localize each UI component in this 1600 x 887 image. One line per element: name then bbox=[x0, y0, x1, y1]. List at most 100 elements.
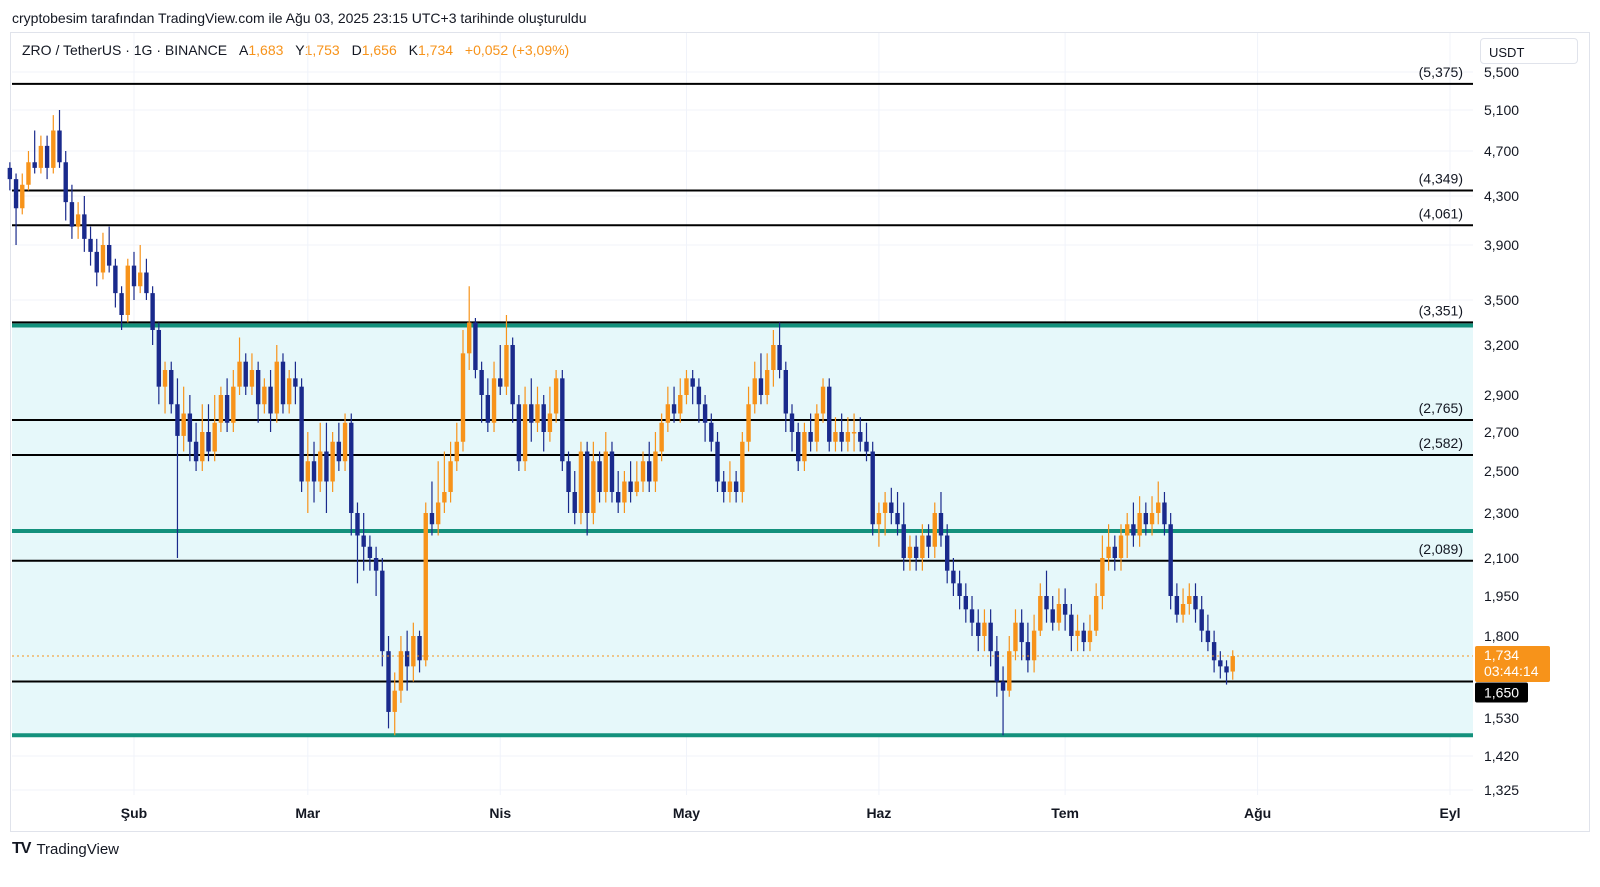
candle bbox=[758, 353, 764, 405]
candle bbox=[1044, 570, 1049, 623]
candle bbox=[330, 432, 335, 492]
candle bbox=[7, 162, 13, 191]
candle-body bbox=[566, 461, 571, 492]
candle bbox=[640, 451, 646, 492]
candle-body bbox=[386, 651, 391, 712]
y-tick-label: 5,500 bbox=[1484, 64, 1519, 80]
candle-body bbox=[597, 461, 602, 492]
candle bbox=[63, 151, 68, 221]
candle-body bbox=[529, 404, 534, 423]
candle-body bbox=[796, 432, 801, 462]
y-tick-label: 5,100 bbox=[1484, 102, 1519, 118]
candle bbox=[125, 258, 130, 323]
y-tick-label: 2,700 bbox=[1484, 424, 1519, 440]
candle bbox=[1199, 596, 1204, 643]
candle bbox=[1019, 609, 1024, 661]
candle bbox=[628, 461, 633, 503]
candle bbox=[1025, 622, 1031, 673]
candle-body bbox=[1187, 596, 1192, 604]
candle-body bbox=[224, 395, 230, 423]
candle bbox=[870, 441, 875, 536]
candle bbox=[535, 386, 540, 432]
candle-body bbox=[125, 265, 130, 315]
high-value: 1,753 bbox=[304, 42, 340, 58]
candle bbox=[212, 395, 217, 462]
candle bbox=[951, 558, 956, 596]
candle-body bbox=[764, 370, 770, 395]
candle-body bbox=[442, 492, 447, 503]
level-label: (2,765) bbox=[1419, 400, 1463, 416]
candle bbox=[448, 441, 453, 503]
candles-group bbox=[7, 110, 1235, 736]
candle-body bbox=[380, 570, 385, 652]
candle bbox=[1013, 609, 1018, 661]
x-tick-label: Eyl bbox=[1439, 805, 1460, 821]
candle bbox=[349, 413, 354, 536]
candle bbox=[473, 318, 478, 379]
candle-body bbox=[851, 432, 857, 434]
candle-body bbox=[1143, 513, 1149, 525]
candle-body bbox=[200, 432, 205, 462]
candle bbox=[808, 413, 813, 452]
candle bbox=[1062, 588, 1068, 631]
candle-body bbox=[1112, 546, 1117, 558]
candle-body bbox=[336, 441, 342, 462]
candle bbox=[435, 461, 441, 536]
candle bbox=[516, 395, 522, 471]
high-label: Y bbox=[295, 42, 305, 58]
candle bbox=[715, 432, 720, 492]
close-value: 1,734 bbox=[417, 42, 454, 58]
candle bbox=[553, 370, 559, 423]
candle bbox=[678, 378, 683, 423]
candle-body bbox=[876, 513, 882, 525]
tradingview-brand[interactable]: TV TradingView bbox=[12, 840, 119, 858]
candle bbox=[417, 630, 422, 673]
candle bbox=[274, 345, 279, 423]
candle-body bbox=[932, 513, 937, 547]
candle-body bbox=[57, 130, 62, 163]
candle-body bbox=[82, 214, 87, 239]
candle bbox=[702, 395, 708, 442]
candle-body bbox=[32, 162, 37, 168]
candle-body bbox=[175, 404, 180, 436]
candle-body bbox=[994, 651, 1000, 682]
candle bbox=[485, 378, 491, 432]
candle-body bbox=[771, 345, 776, 370]
candle bbox=[622, 471, 627, 513]
low-value: 1,656 bbox=[361, 42, 397, 58]
y-tick-label: 2,900 bbox=[1484, 387, 1519, 403]
y-tick-label: 3,500 bbox=[1484, 292, 1519, 308]
candle bbox=[491, 361, 497, 432]
symbol-label[interactable]: ZRO / TetherUS · 1G · BINANCE bbox=[22, 42, 228, 58]
candle-body bbox=[609, 451, 615, 492]
candle bbox=[907, 535, 913, 571]
y-tick-label: 4,700 bbox=[1484, 143, 1519, 159]
candle-body bbox=[665, 404, 671, 423]
candle bbox=[777, 322, 782, 379]
candle bbox=[131, 251, 137, 300]
candle bbox=[442, 451, 447, 513]
candle-body bbox=[889, 502, 894, 513]
candle-body bbox=[988, 622, 993, 652]
candle bbox=[467, 286, 472, 370]
candle bbox=[75, 202, 81, 239]
candle-body bbox=[69, 202, 75, 227]
candle bbox=[1031, 614, 1037, 673]
candle bbox=[44, 135, 50, 180]
candle-body bbox=[1062, 604, 1068, 615]
candle-body bbox=[839, 432, 844, 442]
candle-body bbox=[1000, 681, 1006, 691]
x-tick-label: Nis bbox=[489, 805, 511, 821]
candle-body bbox=[789, 413, 795, 432]
candle bbox=[994, 636, 1000, 697]
candle bbox=[26, 151, 31, 191]
tradingview-logo-icon: TV bbox=[12, 840, 31, 857]
candle bbox=[262, 378, 267, 414]
candle-body bbox=[541, 404, 546, 432]
candle bbox=[976, 609, 981, 652]
candle-body bbox=[156, 330, 162, 387]
candle-body bbox=[212, 422, 217, 452]
currency-unit-button[interactable]: USDT bbox=[1480, 38, 1578, 64]
candle bbox=[193, 422, 199, 471]
